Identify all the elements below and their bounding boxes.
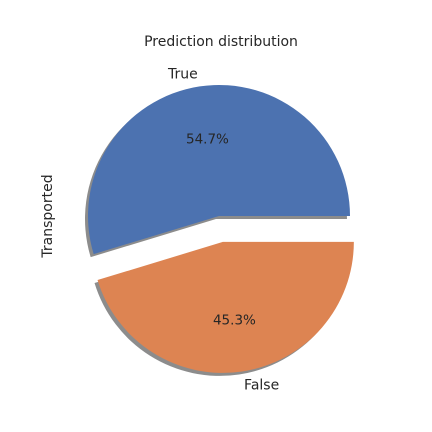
slice-percent-false: 45.3% (213, 313, 256, 329)
slice-label-false: False (244, 377, 279, 393)
y-axis-label: Transported (40, 174, 56, 258)
chart-title: Prediction distribution (144, 34, 298, 50)
pie-slice-false (97, 241, 354, 373)
pie-labels: True 54.7% False 45.3% (167, 66, 279, 393)
pie-slice-true (87, 85, 350, 255)
pie-slices (87, 85, 354, 373)
slice-label-true: True (167, 66, 198, 82)
slice-percent-true: 54.7% (186, 131, 229, 147)
